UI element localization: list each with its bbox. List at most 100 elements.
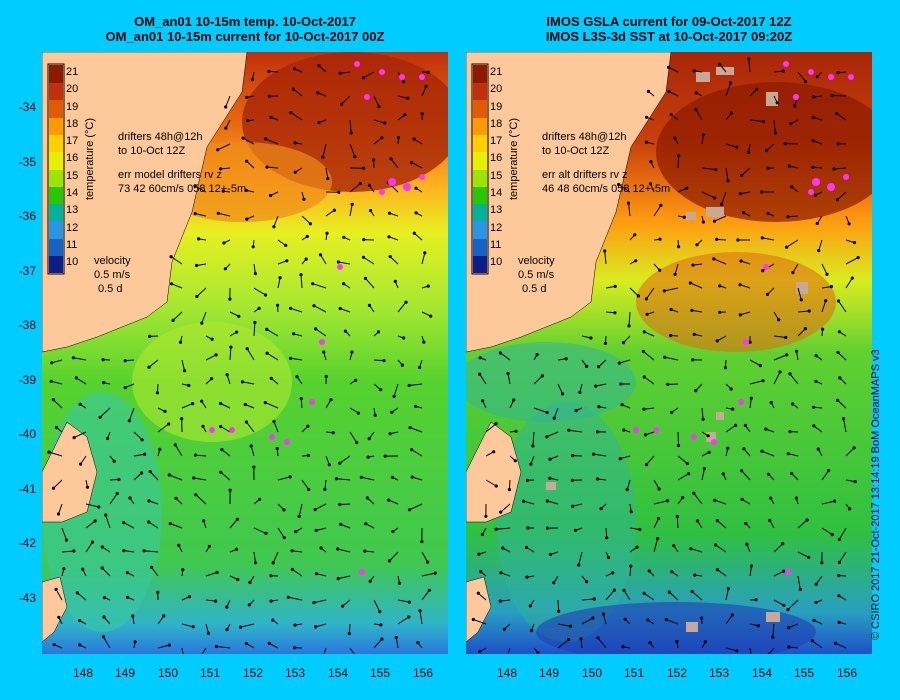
current-arrow [701,407,704,420]
current-arrow [666,619,679,625]
current-arrow-head [225,373,229,377]
current-arrow-head [629,564,633,568]
current-arrow-head [738,283,742,287]
current-arrow-head [571,454,575,458]
right-drifters-line1: drifters 48h@12h [542,131,627,143]
current-arrow-head [173,443,177,447]
current-arrow [557,623,571,627]
current-arrow [668,591,679,601]
current-arrow [653,500,668,505]
current-arrow-head [147,365,151,369]
current-arrow [193,477,207,481]
current-arrow-head [181,568,185,572]
current-arrow-head [656,537,660,541]
y-tick-label: -41 [18,482,36,496]
current-arrow-head [248,580,252,585]
current-arrow [797,287,802,300]
current-arrow-head [289,306,293,310]
current-arrow-head [794,349,799,353]
current-arrow [349,119,352,134]
current-arrow-head [769,401,773,405]
current-arrow-head [592,597,596,601]
current-arrow-head [112,459,116,463]
cbar-tick: 11 [66,238,78,251]
current-arrow-head [646,618,650,622]
current-arrow-head [788,372,792,376]
current-arrow-head [410,475,414,479]
current-arrow-head [836,71,840,75]
current-arrow-head [407,615,411,619]
current-arrow-head [423,251,427,255]
right-colorbar-ticks: 21 20 19 18 17 16 15 14 13 12 11 10 [490,64,502,272]
y-tick-label: -36 [18,209,36,223]
current-arrow [715,544,727,553]
current-arrow-head [782,603,786,607]
current-arrow-head [243,402,247,407]
current-arrow-head [681,496,685,500]
current-arrow [815,575,823,585]
current-arrow-head [247,603,251,607]
current-arrow-head [388,255,392,259]
current-arrow-head [115,491,119,496]
current-arrow [269,642,279,649]
current-arrow-head [529,629,534,633]
current-arrow-head [641,349,645,354]
current-arrow [419,610,423,625]
current-arrow-head [424,84,428,88]
current-arrow-head [480,532,484,537]
current-arrow [389,551,399,562]
cbar-tick: 15 [66,169,79,182]
current-arrow-head [812,95,816,99]
current-arrow [645,287,655,300]
current-arrow-head [93,519,97,523]
current-arrow-head [734,423,738,427]
current-arrow [365,278,375,289]
current-arrow-head [193,212,197,216]
right-panel-title: IMOS GSLA current for 09-Oct-2017 12Z IM… [466,14,872,44]
current-arrow-head [354,378,358,382]
current-arrow-head [195,294,199,299]
right-velocity-days: 0.5 d [522,283,547,295]
current-arrow-head [414,211,418,215]
current-arrow-head [127,419,131,423]
current-arrow-head [253,561,258,565]
current-arrow-head [561,392,565,396]
current-arrow-head [714,168,718,172]
tasmania-coast [42,576,68,643]
current-arrow-head [622,588,626,593]
current-arrow [169,474,183,481]
current-arrow [766,143,775,151]
current-arrow [273,421,279,433]
current-arrow-head [349,131,353,135]
current-arrow [821,500,835,505]
current-arrow-head [603,341,608,345]
current-arrow [290,112,303,121]
current-arrow-head [275,446,279,451]
current-arrow-head [426,560,430,564]
current-arrow-head [426,284,430,288]
current-arrow [288,596,303,601]
current-arrow-head [319,546,323,550]
current-arrow-head [316,91,320,95]
current-arrow-head [714,543,718,547]
current-arrow-head [477,552,481,556]
current-arrow-head [123,359,127,363]
current-arrow [626,479,631,490]
current-arrow-head [694,91,698,95]
current-arrow [411,449,423,457]
current-arrow [546,431,559,438]
x-tick-label: 149 [114,666,136,680]
current-arrow [205,571,218,577]
current-arrow [314,503,327,511]
current-arrow [789,373,799,385]
current-arrow-head [228,297,232,301]
current-arrow-head [597,365,601,369]
current-arrow-head [848,507,852,511]
current-arrow-head [617,182,621,187]
current-arrow-head [167,473,171,477]
current-arrow [336,478,351,481]
current-arrow [220,403,231,409]
current-arrow-head [368,579,372,583]
current-arrow-head [729,81,733,85]
current-arrow-head [414,404,418,408]
